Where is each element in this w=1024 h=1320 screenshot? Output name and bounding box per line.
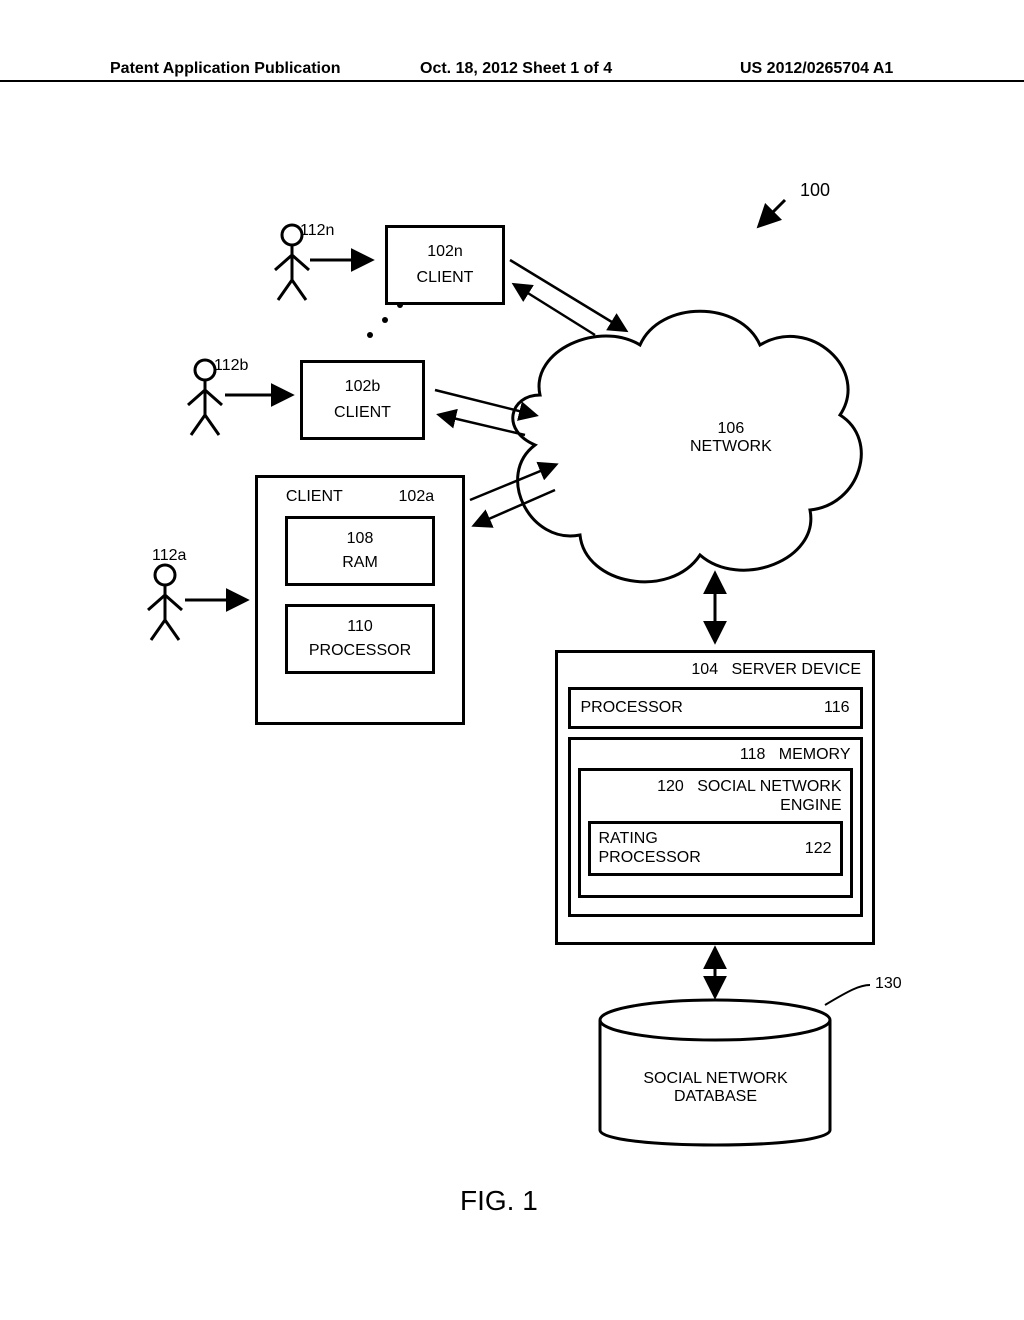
server-processor: PROCESSOR 116 [568,687,863,729]
user-a-icon [148,565,182,640]
client-b: 102b CLIENT [300,360,425,440]
client-a-proc-label: PROCESSOR [309,642,411,660]
client-a-ref: 102a [399,488,435,506]
client-a-label: CLIENT [286,488,343,506]
network-label: NETWORK [690,438,772,456]
client-a-proc-ref: 110 [347,618,373,636]
header-center: Oct. 18, 2012 Sheet 1 of 4 [420,60,612,78]
page: Patent Application Publication Oct. 18, … [0,0,1024,1320]
client-n-ref: 102n [427,243,463,261]
ellipsis-dots [367,302,403,338]
server-ref: 104 [691,661,718,678]
network-label-block: 106 NETWORK [690,420,772,456]
cloud-icon [513,311,861,582]
server-proc-label: PROCESSOR [581,699,683,717]
rating-ref: 122 [805,840,832,858]
server-mem-label: MEMORY [779,746,851,763]
network-ref: 106 [690,420,772,438]
database-label-2: DATABASE [618,1088,813,1106]
system-ref: 100 [800,180,830,201]
rating-label-1: RATING [599,830,701,848]
database-label-1: SOCIAL NETWORK [618,1070,813,1088]
engine-label-1: SOCIAL NETWORK [697,778,841,795]
rating-label-2: PROCESSOR [599,849,701,867]
client-a-ram-ref: 108 [347,530,374,548]
header-rule [0,80,1024,82]
header-right: US 2012/0265704 A1 [740,60,893,78]
server-memory: 118 MEMORY 120 SOCIAL NETWORK ENGINE RAT… [568,737,863,917]
engine-ref: 120 [657,778,684,795]
client-n-label: CLIENT [417,269,474,287]
rating-processor: RATING PROCESSOR 122 [588,821,843,876]
server-device: 104 SERVER DEVICE PROCESSOR 116 118 MEMO… [555,650,875,945]
client-b-ref: 102b [345,378,381,396]
database-label-block: SOCIAL NETWORK DATABASE [618,1070,813,1106]
server-label: SERVER DEVICE [731,661,861,678]
user-b-label: 112b [214,357,248,375]
figure-caption: FIG. 1 [460,1185,538,1217]
client-a-processor: 110 PROCESSOR [285,604,435,674]
social-network-engine: 120 SOCIAL NETWORK ENGINE RATING PROCESS… [578,768,853,898]
client-a: CLIENT 102a 108 RAM 110 PROCESSOR [255,475,465,725]
client-a-ram-label: RAM [342,554,378,572]
header-left: Patent Application Publication [110,60,341,78]
client-b-label: CLIENT [334,404,391,422]
engine-label-2: ENGINE [585,796,846,815]
database-ref: 130 [875,975,902,993]
server-proc-ref: 116 [824,699,850,717]
system-ref-arrow [760,200,785,225]
server-mem-ref: 118 [740,746,766,763]
user-n-label: 112n [300,222,334,240]
client-a-ram: 108 RAM [285,516,435,586]
user-a-label: 112a [152,547,186,565]
client-n: 102n CLIENT [385,225,505,305]
